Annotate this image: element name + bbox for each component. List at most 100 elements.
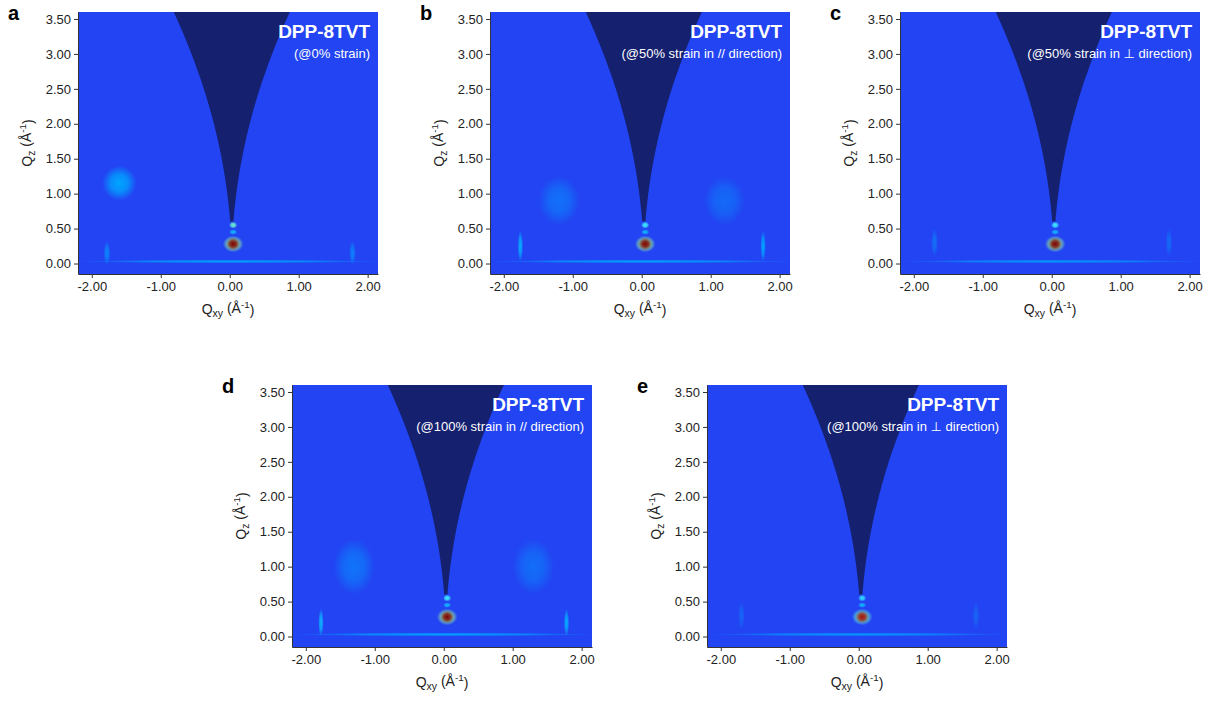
y-tick-label: 3.00 bbox=[675, 420, 700, 435]
x-axis-line bbox=[708, 647, 1008, 648]
x-tick-label: 1.00 bbox=[287, 279, 312, 294]
x-tick-mark bbox=[1121, 274, 1122, 278]
y-tick-mark bbox=[288, 462, 292, 463]
y-tick-mark bbox=[74, 229, 78, 230]
scattering-spot bbox=[349, 241, 356, 265]
y-tick: 1.50 bbox=[46, 151, 78, 166]
scattering-spot bbox=[223, 236, 244, 253]
scattering-spot bbox=[760, 230, 766, 261]
y-tick-label: 2.50 bbox=[260, 455, 285, 470]
x-axis-line bbox=[901, 274, 1201, 275]
y-tick-label: 2.50 bbox=[458, 82, 483, 97]
x-tick-mark bbox=[997, 647, 998, 651]
x-tick-label: -1.00 bbox=[360, 652, 390, 667]
x-tick-label: 2.00 bbox=[767, 279, 792, 294]
y-tick: 2.00 bbox=[260, 489, 292, 504]
y-tick: 2.00 bbox=[675, 489, 707, 504]
y-tick: 0.00 bbox=[868, 256, 900, 271]
y-tick-mark bbox=[703, 532, 707, 533]
x-axis-title: Qxy (Å-1) bbox=[416, 672, 469, 692]
scattering-spot bbox=[440, 611, 454, 624]
y-tick: 0.00 bbox=[46, 256, 78, 271]
scattering-spot bbox=[437, 609, 458, 626]
y-tick-mark bbox=[896, 159, 900, 160]
y-tick-label: 0.00 bbox=[458, 256, 483, 271]
x-tick: -2.00 bbox=[77, 274, 107, 294]
x-tick: -1.00 bbox=[146, 274, 176, 294]
y-tick-mark bbox=[486, 124, 490, 125]
x-tick-mark bbox=[161, 274, 162, 278]
y-tick: 1.50 bbox=[675, 524, 707, 539]
x-tick: -1.00 bbox=[360, 647, 390, 667]
y-tick-mark bbox=[703, 637, 707, 638]
y-tick-label: 2.00 bbox=[868, 116, 893, 131]
panel-title: DPP-8TVT bbox=[492, 394, 584, 415]
y-tick-label: 0.50 bbox=[675, 594, 700, 609]
y-axis: 0.000.501.001.502.002.503.003.50 bbox=[868, 12, 901, 275]
scattering-spot bbox=[513, 539, 554, 595]
y-tick-label: 2.00 bbox=[260, 489, 285, 504]
scattering-spot bbox=[738, 602, 745, 630]
y-tick-label: 0.00 bbox=[260, 629, 285, 644]
y-tick-mark bbox=[703, 462, 707, 463]
scattering-spot bbox=[538, 176, 579, 225]
y-tick-mark bbox=[703, 602, 707, 603]
y-axis: 0.000.501.001.502.002.503.003.50 bbox=[46, 12, 79, 275]
x-axis-line bbox=[79, 274, 379, 275]
y-tick-mark bbox=[288, 637, 292, 638]
y-tick: 2.50 bbox=[675, 455, 707, 470]
scattering-spot bbox=[858, 595, 866, 602]
x-tick: -1.00 bbox=[558, 274, 588, 294]
x-tick: 0.00 bbox=[847, 647, 872, 667]
y-tick: 2.50 bbox=[458, 82, 490, 97]
y-axis-title: Qz (Å-1) bbox=[429, 119, 449, 166]
x-axis: -2.00-1.000.001.002.00 bbox=[291, 647, 594, 667]
y-tick-mark bbox=[74, 124, 78, 125]
x-tick: 2.00 bbox=[1177, 274, 1202, 294]
y-tick: 3.00 bbox=[46, 47, 78, 62]
panel-letter: e bbox=[637, 375, 648, 397]
x-tick: -2.00 bbox=[291, 647, 321, 667]
x-tick-mark bbox=[1190, 274, 1191, 278]
scattering-spot bbox=[333, 539, 374, 595]
missing-wedge bbox=[576, 12, 712, 222]
x-axis-title: Qxy (Å-1) bbox=[202, 299, 255, 319]
plot-area bbox=[490, 12, 790, 274]
x-tick-label: 0.00 bbox=[432, 652, 457, 667]
x-tick: 1.00 bbox=[1109, 274, 1134, 294]
y-tick: 1.50 bbox=[260, 524, 292, 539]
y-tick-label: 3.50 bbox=[675, 385, 700, 400]
panel-title: DPP-8TVT bbox=[278, 21, 370, 42]
y-tick-mark bbox=[486, 19, 490, 20]
x-tick-label: -2.00 bbox=[899, 279, 929, 294]
x-tick-mark bbox=[230, 274, 231, 278]
y-tick: 2.00 bbox=[868, 116, 900, 131]
y-tick-label: 1.00 bbox=[868, 186, 893, 201]
panel-title: DPP-8TVT bbox=[1100, 21, 1192, 42]
x-tick-label: 2.00 bbox=[984, 652, 1009, 667]
scattering-spot bbox=[638, 238, 652, 251]
x-axis: -2.00-1.000.001.002.00 bbox=[899, 274, 1202, 294]
y-tick-label: 1.00 bbox=[675, 559, 700, 574]
x-tick-mark bbox=[92, 274, 93, 278]
y-tick-label: 0.50 bbox=[46, 221, 71, 236]
y-tick-mark bbox=[896, 124, 900, 125]
y-tick-mark bbox=[896, 264, 900, 265]
x-tick-label: 1.00 bbox=[1109, 279, 1134, 294]
y-tick-mark bbox=[703, 392, 707, 393]
x-tick-label: -1.00 bbox=[775, 652, 805, 667]
x-axis-title: Qxy (Å-1) bbox=[614, 299, 667, 319]
scattering-spot bbox=[852, 609, 873, 626]
y-tick-label: 2.00 bbox=[675, 489, 700, 504]
scattering-spot bbox=[900, 260, 1200, 263]
x-tick-mark bbox=[711, 274, 712, 278]
x-tick-label: 0.00 bbox=[847, 652, 872, 667]
panel-subtitle: (@0% strain) bbox=[294, 46, 370, 61]
y-tick-label: 2.00 bbox=[46, 116, 71, 131]
x-tick-label: 0.00 bbox=[218, 279, 243, 294]
panel-letter: c bbox=[830, 2, 841, 24]
y-tick: 3.00 bbox=[868, 47, 900, 62]
missing-wedge bbox=[793, 385, 929, 595]
y-tick-label: 1.50 bbox=[868, 151, 893, 166]
y-tick-label: 3.50 bbox=[46, 12, 71, 27]
